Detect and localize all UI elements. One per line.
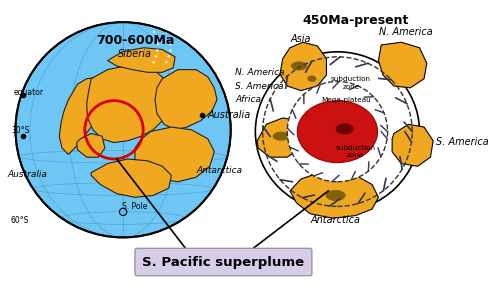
FancyBboxPatch shape	[135, 248, 311, 276]
Ellipse shape	[325, 190, 345, 201]
Circle shape	[241, 36, 432, 227]
Text: Africa: Africa	[235, 96, 261, 104]
Text: Australia: Australia	[207, 110, 250, 120]
Polygon shape	[86, 66, 171, 143]
Text: 60°S: 60°S	[11, 216, 29, 225]
Text: S. America: S. America	[235, 82, 284, 91]
Text: subduction: subduction	[335, 145, 375, 151]
Polygon shape	[155, 70, 217, 130]
Text: zone: zone	[342, 84, 359, 90]
Polygon shape	[107, 48, 175, 72]
Polygon shape	[378, 42, 426, 88]
Ellipse shape	[306, 76, 316, 82]
Text: N. America: N. America	[378, 27, 432, 37]
Text: Antarctica: Antarctica	[196, 166, 242, 175]
Polygon shape	[289, 172, 378, 218]
Text: Siberia: Siberia	[118, 49, 152, 59]
Text: Asia: Asia	[290, 34, 310, 44]
Text: S. America: S. America	[435, 137, 488, 147]
Text: subduction: subduction	[330, 76, 370, 82]
Polygon shape	[280, 42, 326, 91]
Circle shape	[16, 22, 230, 237]
Text: Australia: Australia	[7, 170, 47, 179]
Text: S. Pole: S. Pole	[122, 202, 147, 211]
Text: 30°S: 30°S	[11, 127, 29, 135]
Ellipse shape	[297, 100, 377, 163]
Ellipse shape	[335, 123, 353, 134]
Text: equator: equator	[14, 88, 44, 97]
Text: Antarctica: Antarctica	[310, 215, 360, 225]
Text: Mega-plateau: Mega-plateau	[321, 98, 371, 103]
Polygon shape	[391, 124, 432, 166]
Ellipse shape	[290, 62, 306, 71]
Ellipse shape	[272, 132, 288, 141]
Polygon shape	[77, 133, 104, 157]
Polygon shape	[59, 77, 109, 154]
Polygon shape	[135, 127, 214, 182]
Text: S. Pacific superplume: S. Pacific superplume	[142, 255, 304, 268]
Text: zone: zone	[346, 152, 364, 158]
Circle shape	[286, 81, 387, 182]
Polygon shape	[91, 159, 171, 197]
Ellipse shape	[255, 52, 419, 212]
Polygon shape	[257, 118, 305, 157]
Text: 700-600Ma: 700-600Ma	[96, 34, 174, 47]
Text: 450Ma-present: 450Ma-present	[302, 14, 408, 27]
Text: N. America: N. America	[235, 68, 285, 77]
